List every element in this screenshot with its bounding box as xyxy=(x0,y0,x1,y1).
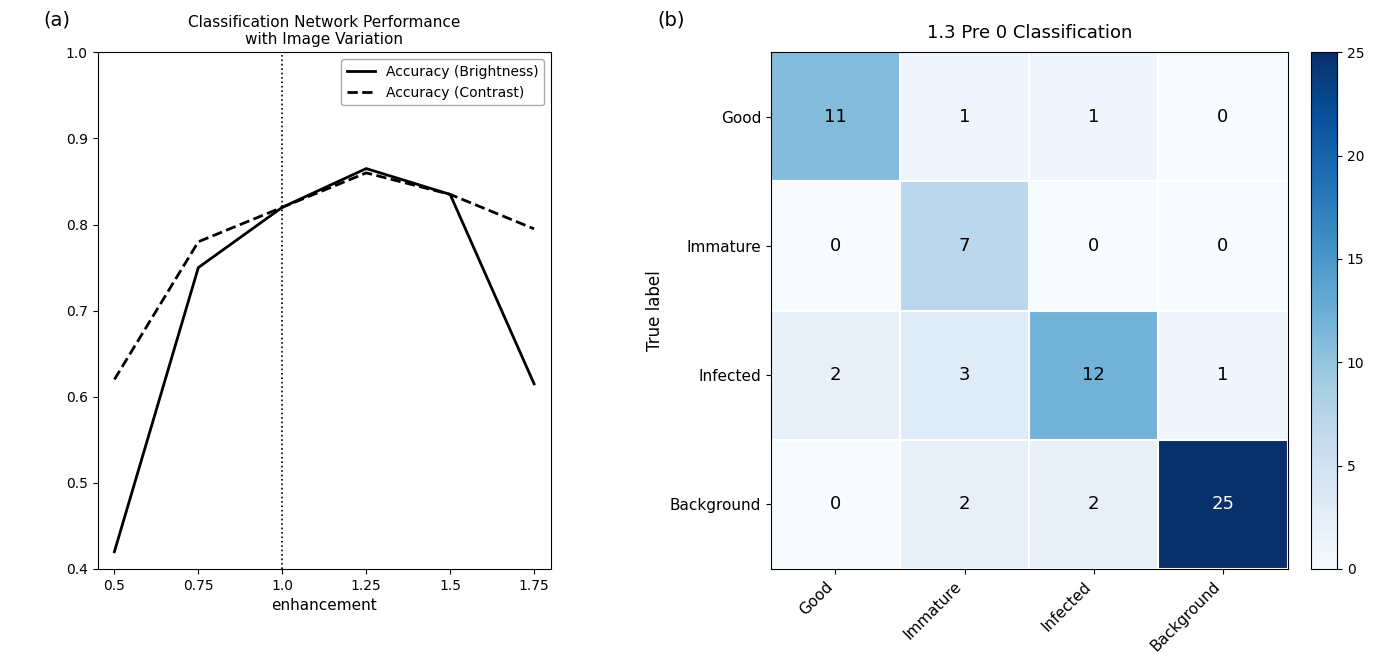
Text: (a): (a) xyxy=(43,11,70,30)
Text: 0: 0 xyxy=(829,495,841,513)
Accuracy (Brightness) xyxy=(190,264,206,271)
Text: 25: 25 xyxy=(1211,495,1235,513)
Text: 0: 0 xyxy=(1217,108,1228,126)
Text: 2: 2 xyxy=(1089,495,1100,513)
Accuracy (Contrast) xyxy=(526,225,542,233)
Text: 2: 2 xyxy=(959,495,970,513)
Text: (b): (b) xyxy=(657,11,684,30)
Line: Accuracy (Brightness): Accuracy (Brightness) xyxy=(114,169,534,552)
Accuracy (Contrast) xyxy=(442,190,459,198)
Accuracy (Contrast) xyxy=(273,203,290,211)
Legend: Accuracy (Brightness), Accuracy (Contrast): Accuracy (Brightness), Accuracy (Contras… xyxy=(342,60,544,105)
Text: 11: 11 xyxy=(824,108,848,126)
Text: 0: 0 xyxy=(1089,237,1100,255)
Accuracy (Contrast) xyxy=(106,375,123,383)
X-axis label: enhancement: enhancement xyxy=(272,598,378,613)
Accuracy (Brightness) xyxy=(273,203,290,211)
Text: 0: 0 xyxy=(1217,237,1228,255)
Text: 3: 3 xyxy=(959,366,970,385)
Text: 2: 2 xyxy=(829,366,841,385)
Accuracy (Brightness) xyxy=(358,165,375,173)
Accuracy (Brightness) xyxy=(106,548,123,556)
Text: 1: 1 xyxy=(1089,108,1100,126)
Text: 12: 12 xyxy=(1082,366,1105,385)
Accuracy (Contrast) xyxy=(190,238,206,246)
Text: 1: 1 xyxy=(1217,366,1228,385)
Text: 7: 7 xyxy=(959,237,970,255)
Title: 1.3 Pre 0 Classification: 1.3 Pre 0 Classification xyxy=(927,24,1132,43)
Text: 0: 0 xyxy=(829,237,841,255)
Text: 1: 1 xyxy=(959,108,970,126)
Accuracy (Brightness) xyxy=(526,380,542,388)
Y-axis label: True label: True label xyxy=(647,270,665,351)
Accuracy (Contrast) xyxy=(358,169,375,177)
Line: Accuracy (Contrast): Accuracy (Contrast) xyxy=(114,173,534,379)
Accuracy (Brightness) xyxy=(442,190,459,198)
Title: Classification Network Performance
with Image Variation: Classification Network Performance with … xyxy=(188,14,460,47)
